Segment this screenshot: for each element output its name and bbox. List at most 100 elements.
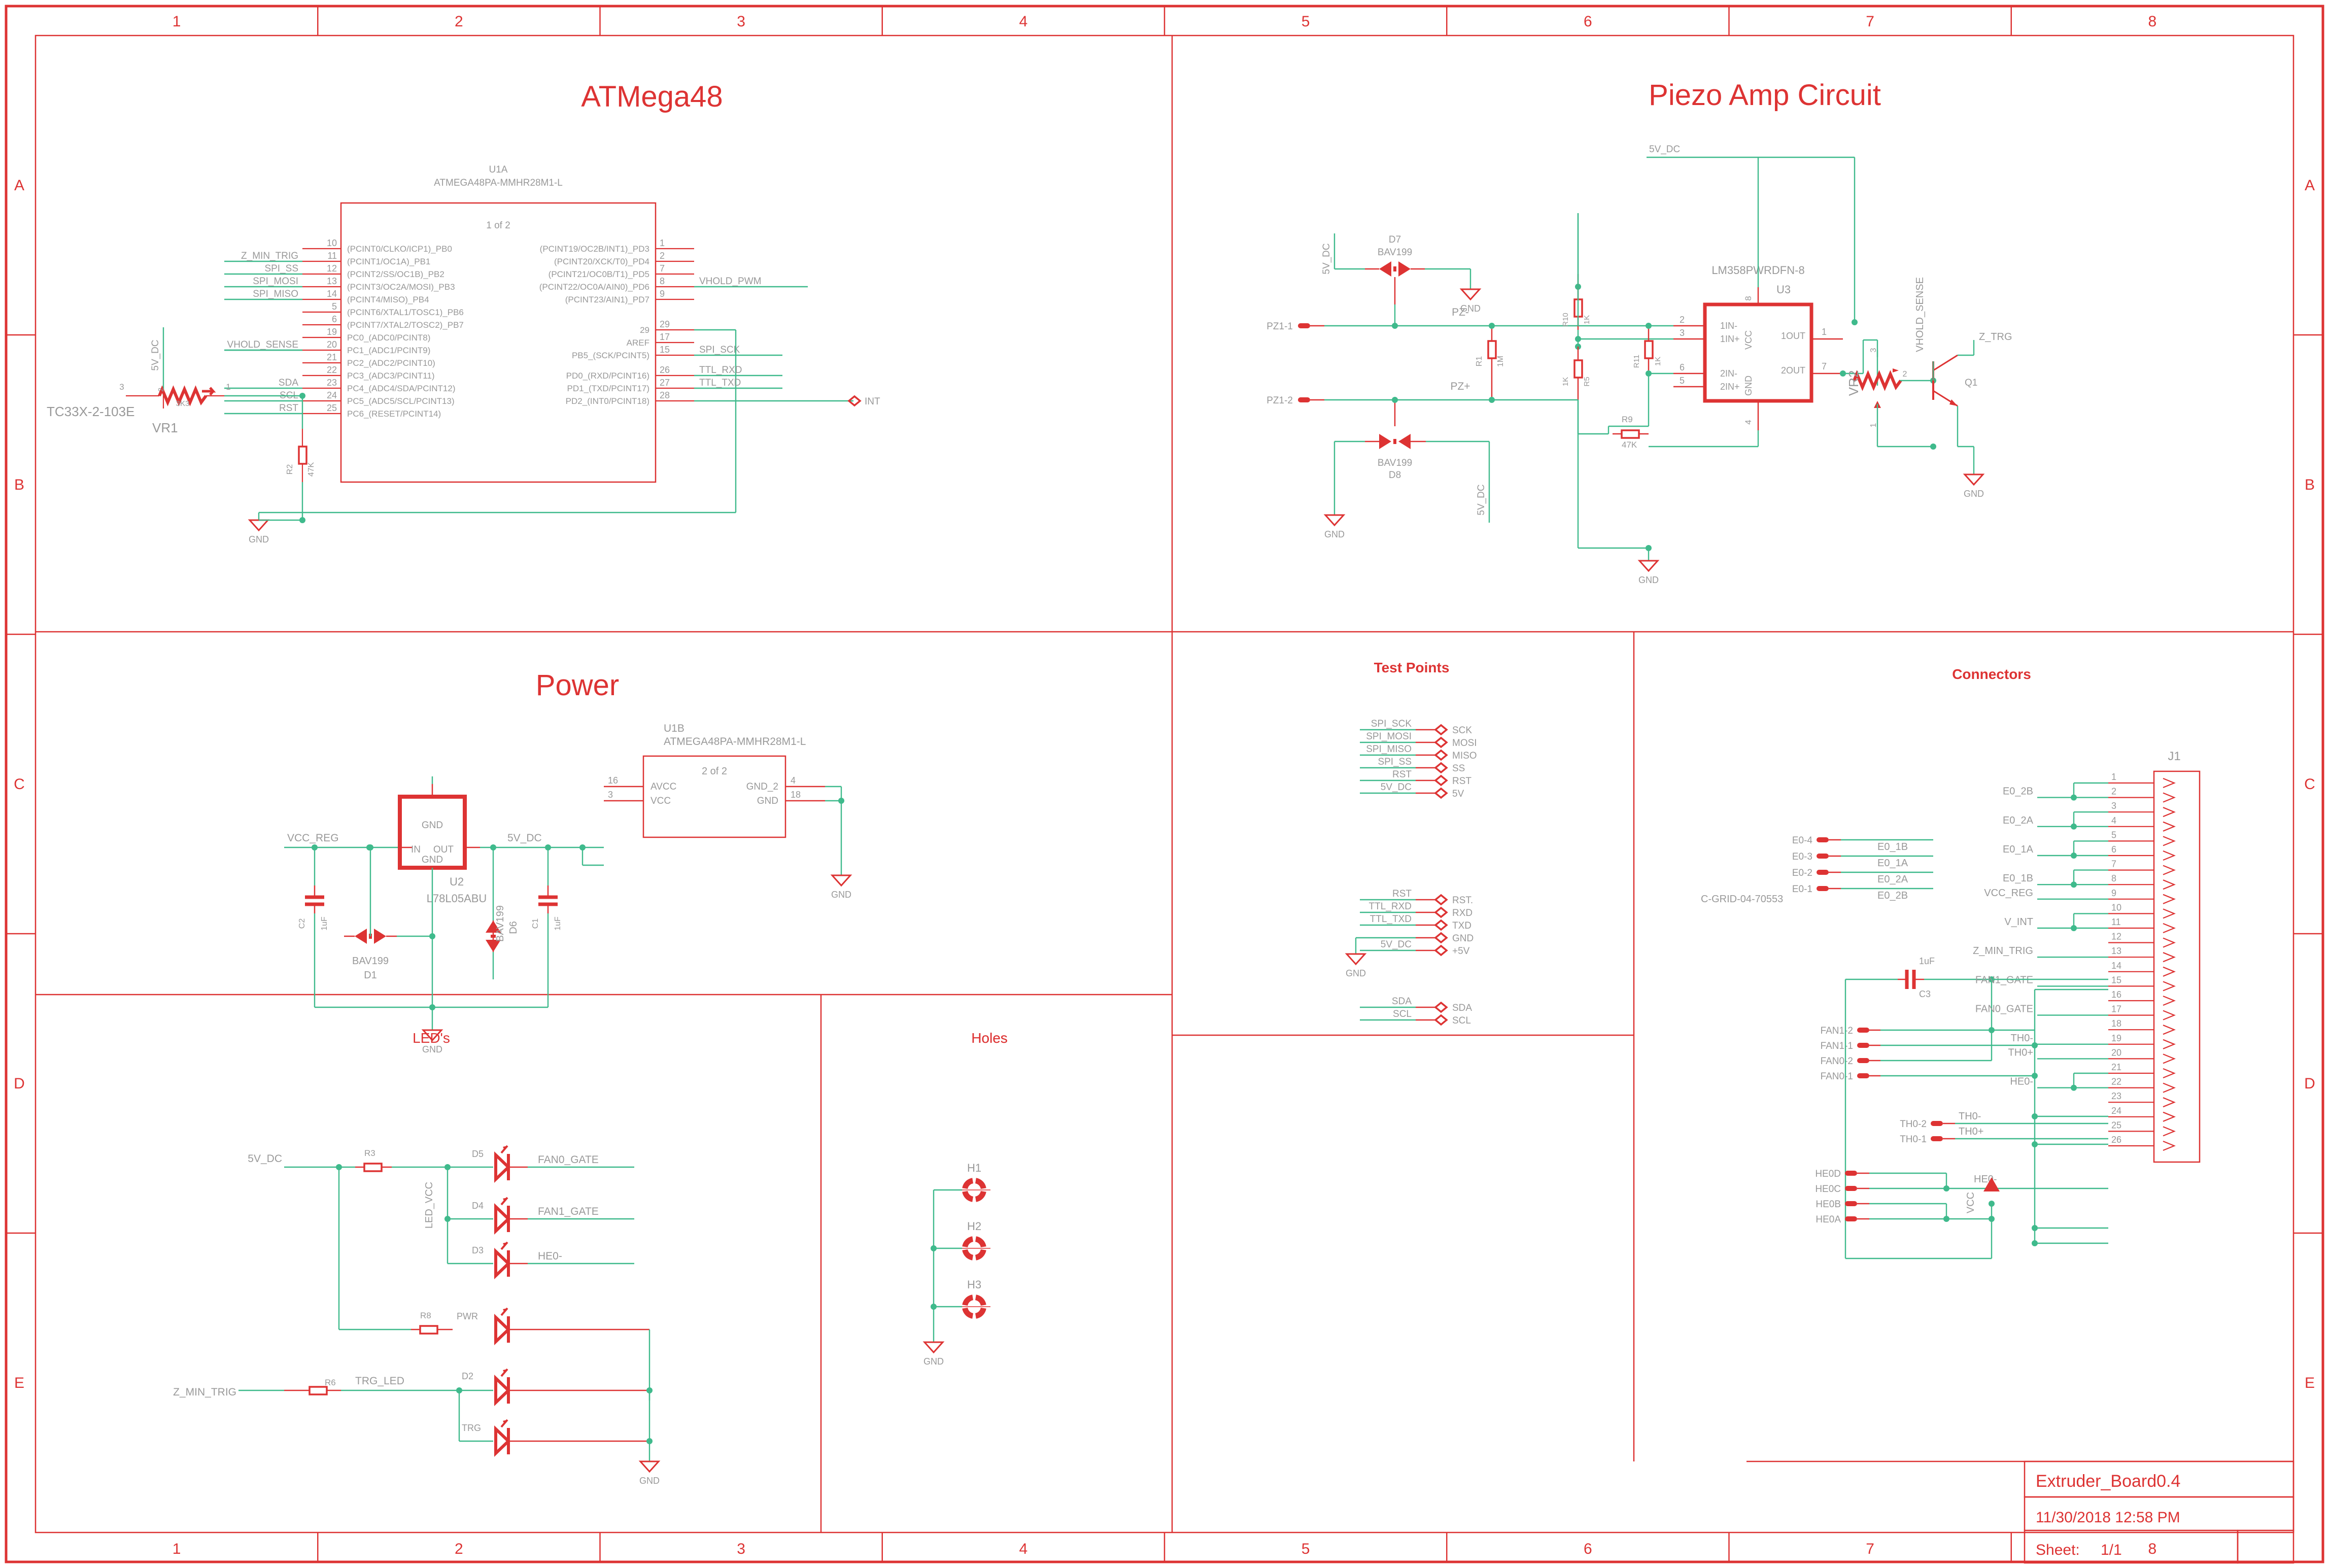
r2-ref: R2 [286, 464, 294, 475]
test-point-symbol[interactable] [1434, 1014, 1448, 1026]
test-point-symbol[interactable] [1434, 736, 1448, 748]
connector-pad[interactable] [1857, 1058, 1869, 1063]
r1-ref: R1 [1475, 356, 1484, 367]
vr2-ref: VR2 [1846, 370, 1861, 396]
tp-label-GND: GND [1452, 933, 1474, 944]
tp-net-RST: RST [1392, 769, 1412, 780]
column-label-bottom-5: 5 [1302, 1541, 1310, 1557]
resistor-body [309, 1386, 328, 1395]
connector-pad[interactable] [1845, 1201, 1857, 1206]
j1-pin-arrow [2163, 821, 2176, 832]
connector-pad[interactable] [1845, 1216, 1857, 1221]
tp-net-TTL_RXD: TTL_RXD [1369, 901, 1412, 912]
j1-pinnum-22: 22 [2111, 1077, 2121, 1087]
test-point-symbol[interactable] [847, 395, 862, 407]
j1-pin-arrow [2163, 952, 2176, 963]
j1-pin-arrow [2163, 981, 2176, 992]
potentiometer-symbol[interactable] [1853, 370, 1902, 391]
j1-pinnum-8: 8 [2111, 873, 2116, 883]
u1a-right-pin-num-28: 28 [660, 390, 670, 400]
test-point-symbol[interactable] [1434, 749, 1448, 761]
tp-net-SDA: SDA [1392, 996, 1412, 1007]
gnd-symbol: GND [1637, 560, 1660, 585]
test-point-symbol[interactable] [1434, 932, 1448, 944]
test-point-symbol[interactable] [1434, 919, 1448, 931]
vr1-part: TC33X-2-103E [47, 404, 134, 419]
connector-pad[interactable] [1931, 1121, 1943, 1126]
u1a-right-pin-name-28: PD2_(INT0/PCINT18) [566, 396, 649, 406]
section-title-piezo: Piezo Amp Circuit [1649, 79, 1881, 112]
u3-pin-1IN+: 1IN+ [1720, 334, 1740, 344]
u1a-left-pin-name-23: PC4_(ADC4/SDA/PCINT12) [347, 384, 456, 393]
u1a-left-pin-name-25: PC6_(RESET/PCINT14) [347, 409, 441, 419]
sheet-outer-border [5, 5, 2324, 1563]
j1-net-13: Z_MIN_TRIG [1973, 945, 2033, 957]
u3-in1p-node [1575, 336, 1581, 342]
test-point-symbol[interactable] [1434, 762, 1448, 774]
row-label-right-A: A [2305, 177, 2315, 194]
u1a-left-pin-name-12: (PCINT2/SS/OC1B)_PB2 [347, 269, 444, 279]
mounting-hole-symbol [958, 1178, 990, 1202]
test-point-symbol[interactable] [1434, 1001, 1448, 1013]
tp-net-TTL_TXD: TTL_TXD [1370, 914, 1412, 925]
connector-pad[interactable] [1845, 1186, 1857, 1191]
j1-pin-arrow [2163, 1097, 2176, 1108]
connector-pad[interactable] [1817, 837, 1829, 842]
test-point-symbol[interactable] [1434, 906, 1448, 918]
d7-ref: D7 [1389, 234, 1401, 245]
connector-pad[interactable] [1817, 886, 1829, 891]
u1a-left-pin-name-24: PC5_(ADC5/SCL/PCINT13) [347, 396, 455, 406]
connector-pad[interactable] [1931, 1136, 1943, 1141]
d8-top-junction [1392, 397, 1398, 403]
column-label-6: 6 [1584, 13, 1592, 30]
test-point-symbol[interactable] [1434, 774, 1448, 787]
test-point-symbol[interactable] [1434, 787, 1448, 799]
connector-pad[interactable] [1857, 1073, 1869, 1078]
connector-pad[interactable] [1817, 870, 1829, 875]
j1-pinnum-17: 17 [2111, 1004, 2121, 1014]
led-symbol [494, 1145, 511, 1183]
q1-collector [1933, 354, 1958, 371]
u1a-part: ATMEGA48PA-MMHR28M1-L [434, 178, 563, 188]
u3-pinnum-5: 5 [1680, 376, 1685, 386]
vr2-pin3: 3 [1869, 348, 1878, 352]
u1a-left-pin-num-5: 5 [332, 301, 337, 312]
u1a-right-pin-name-17: AREF [627, 338, 649, 348]
pz-minus-label: PZ- [1452, 306, 1469, 318]
u1a-left-pin-num-14: 14 [327, 289, 337, 299]
column-label-2: 2 [455, 13, 463, 30]
test-point-symbol[interactable] [1434, 944, 1448, 957]
j1-pinnum-14: 14 [2111, 961, 2121, 971]
th-net-TH0-: TH0- [1959, 1111, 1981, 1122]
u1a-left-pin-num-12: 12 [327, 263, 337, 274]
test-point-symbol[interactable] [1434, 724, 1448, 736]
u2-ref: U2 [450, 875, 464, 888]
d1-ref: D1 [364, 970, 377, 981]
title-block-sheet-value: 1/1 [2101, 1542, 2122, 1558]
u1b-pinnum-18: 18 [791, 790, 801, 800]
test-point-symbol[interactable] [1434, 894, 1448, 906]
u3-pinnum-1: 1 [1822, 327, 1827, 337]
connector-pad[interactable] [1298, 397, 1310, 402]
u3-2out-node [1840, 370, 1846, 377]
connector-pad[interactable] [1845, 1171, 1857, 1176]
connector-pad[interactable] [1817, 854, 1829, 859]
net-label-VCC_REG: VCC_REG [287, 832, 339, 844]
connector-pad[interactable] [1857, 1028, 1869, 1033]
net-label-Z_MIN_TRIG: Z_MIN_TRIG [241, 251, 298, 261]
potentiometer-symbol[interactable] [158, 385, 208, 406]
connector-pad[interactable] [1857, 1043, 1869, 1048]
u3-ref: U3 [1776, 283, 1791, 296]
net-label-SPI_SCK: SPI_SCK [699, 345, 740, 355]
gnd-label: GND [1460, 303, 1481, 314]
row-label-C: C [14, 776, 25, 793]
connector-pad[interactable] [1298, 323, 1310, 328]
dual-diode-symbol [1379, 434, 1411, 449]
net-label-VHOLD_SENSE-piezo: VHOLD_SENSE [1914, 277, 1926, 352]
j1-pin-arrow [2163, 937, 2176, 948]
u1a-right-pin-name-15: PB5_(SCK/PCINT5) [572, 351, 649, 360]
gnd-label: GND [1324, 529, 1345, 539]
resistor-body [1644, 340, 1654, 359]
tp-net-SCL: SCL [1393, 1009, 1412, 1019]
